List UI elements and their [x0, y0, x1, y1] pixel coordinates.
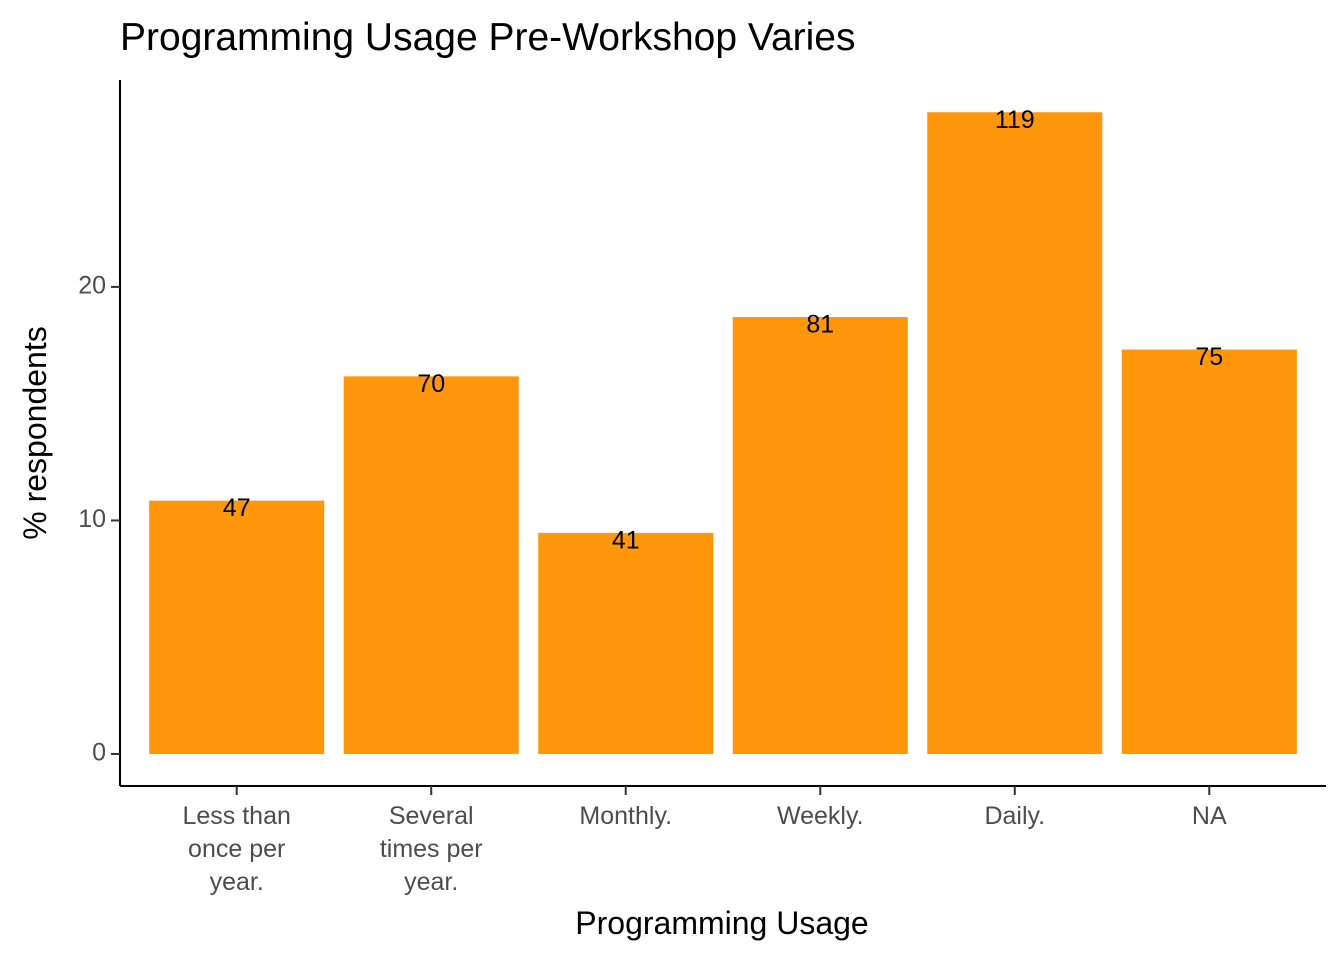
x-tick-label-line: year.: [210, 868, 264, 896]
x-tick-label-line: Monthly.: [579, 802, 672, 830]
x-tick-label-line: Less than: [182, 802, 290, 830]
data-label-4: 119: [995, 106, 1035, 134]
data-label-3: 81: [806, 311, 834, 339]
x-tick-label-line: year.: [404, 868, 458, 896]
x-tick-label-line: NA: [1192, 802, 1227, 830]
bar-2: [538, 532, 714, 755]
y-axis-title: % respondents: [17, 326, 53, 539]
chart-title: Programming Usage Pre-Workshop Varies: [120, 16, 856, 59]
data-label-2: 41: [612, 526, 640, 554]
y-tick-label-1: 10: [78, 505, 106, 533]
x-tick-label-3: Weekly.: [777, 802, 864, 830]
x-axis-title: Programming Usage: [575, 905, 868, 941]
x-tick-label-line: once per: [188, 835, 285, 863]
y-tick-label-2: 20: [78, 272, 106, 300]
bar-4: [927, 112, 1103, 755]
x-tick-label-line: times per: [380, 835, 483, 863]
x-tick-label-0: Less than once per year.: [182, 802, 290, 896]
data-label-0: 47: [223, 494, 251, 522]
bar-3: [732, 317, 908, 755]
x-tick-label-5: NA: [1192, 802, 1227, 830]
data-labels-group: 47 70 41 81 119 75: [223, 106, 1223, 555]
axes-group: 0 10 20 Less than once per year. Several times …: [78, 80, 1326, 896]
x-tick-label-line: Several: [389, 802, 474, 830]
x-tick-label-4: Daily.: [984, 802, 1045, 830]
bar-0: [149, 500, 325, 755]
bars-group: [149, 112, 1297, 755]
data-label-1: 70: [417, 370, 445, 398]
x-tick-label-2: Monthly.: [579, 802, 672, 830]
x-tick-label-line: Weekly.: [777, 802, 864, 830]
data-label-5: 75: [1195, 343, 1223, 371]
bar-1: [343, 376, 519, 755]
x-tick-label-line: Daily.: [984, 802, 1045, 830]
bar-5: [1121, 349, 1297, 755]
y-tick-label-0: 0: [92, 739, 106, 767]
x-tick-label-1: Several times per year.: [380, 802, 483, 896]
